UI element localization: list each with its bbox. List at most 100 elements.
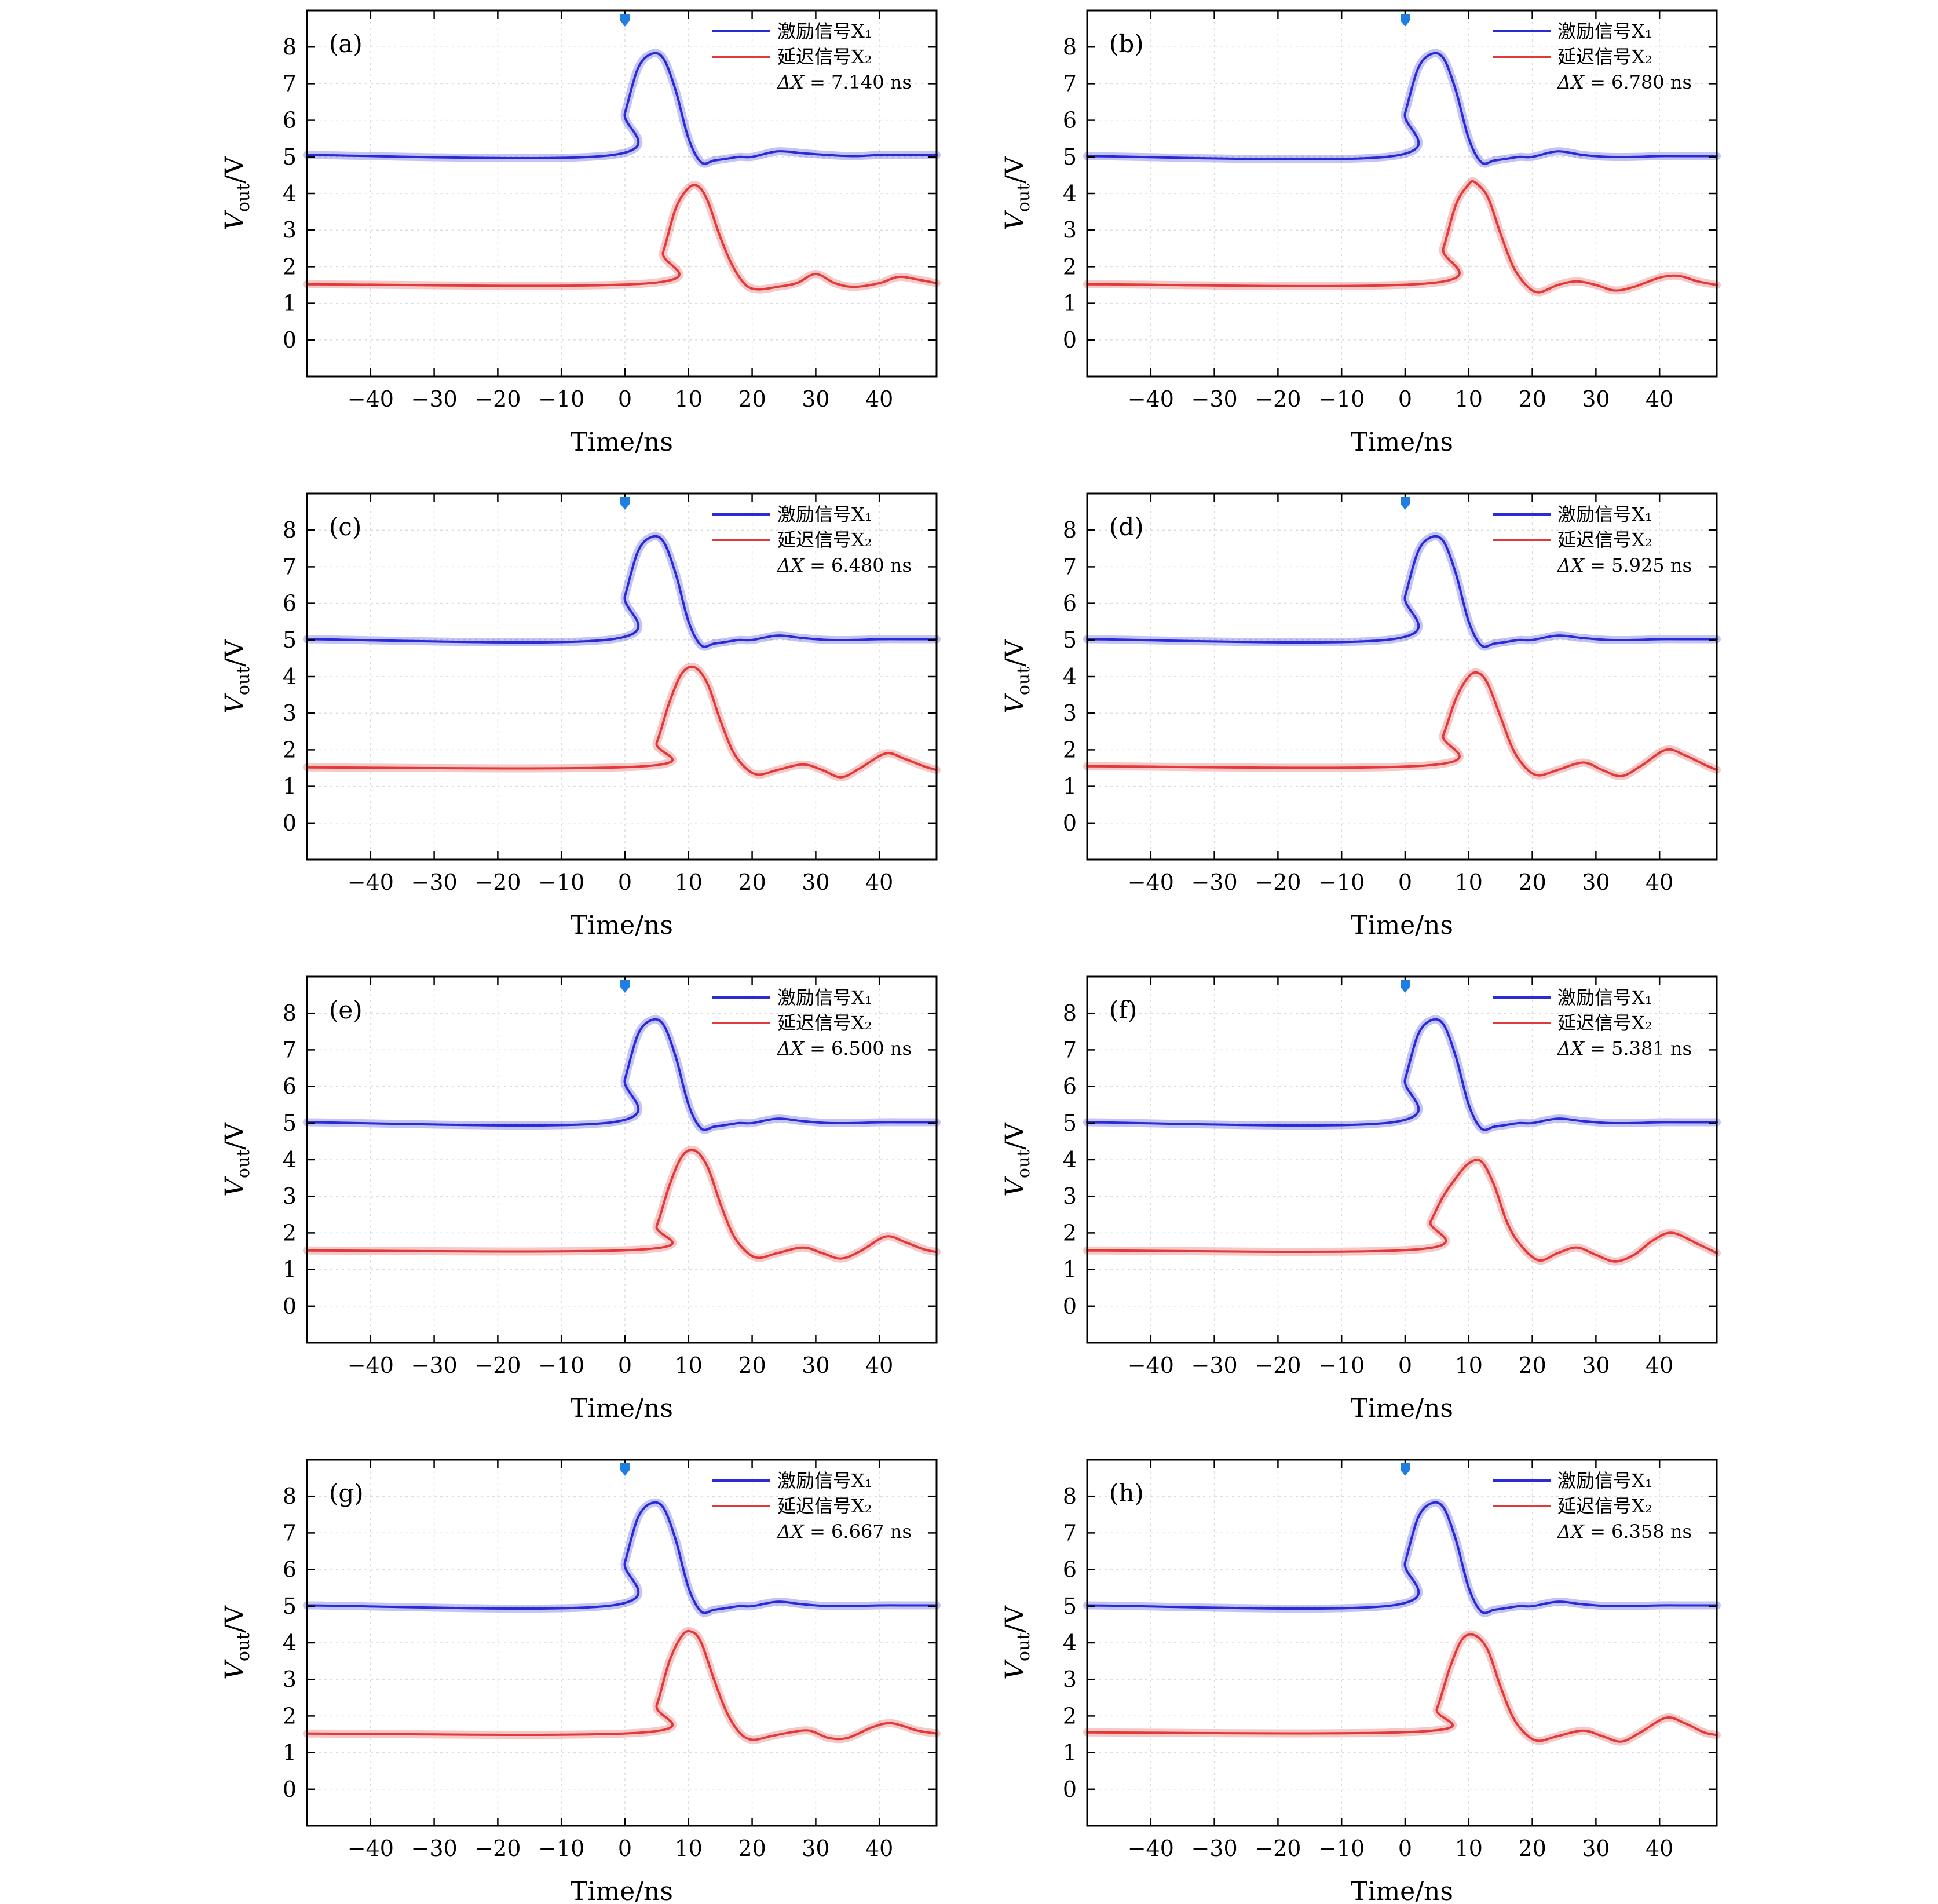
y-tick-label: 2 — [283, 1220, 297, 1245]
x-tick-label: 10 — [675, 1353, 703, 1378]
series-line-2 — [1086, 1159, 1718, 1263]
y-tick-label: 7 — [283, 1520, 297, 1545]
delta-x-value: 7.140 — [831, 71, 890, 93]
x-tick-label: −10 — [1318, 386, 1365, 412]
x-tick-label: 0 — [618, 869, 632, 895]
y-tick-label: 6 — [1063, 591, 1077, 616]
trigger-marker-icon — [620, 980, 630, 993]
delta-x-label: ΔX = — [1556, 554, 1611, 576]
y-tick-label: 0 — [1063, 810, 1077, 836]
legend-entry-2: 延迟信号X₂ — [777, 1012, 872, 1034]
series-line-2 — [1086, 1633, 1718, 1743]
trigger-marker-icon — [1400, 1463, 1410, 1476]
y-tick-label: 8 — [1063, 1000, 1077, 1026]
series-halo-2 — [1083, 1156, 1721, 1266]
y-tick-label: 7 — [1063, 1037, 1077, 1062]
x-axis-label: Time/ns — [571, 1394, 673, 1423]
trigger-marker-icon — [1400, 497, 1410, 510]
y-tick-label: 1 — [1063, 291, 1077, 316]
trigger-marker-icon — [620, 497, 630, 510]
chart-panel-1: −40 −30 −20 −10 0 10 20 30 40 0 1 2 3 4 5 6 7 8 Time/ns Vou… — [220, 9, 941, 457]
delta-x-unit: ns — [1670, 1521, 1692, 1543]
y-tick-label: 4 — [1063, 181, 1077, 206]
y-axis-label: Vout/V — [220, 1605, 254, 1680]
x-tick-label: −10 — [538, 1353, 584, 1378]
panel-label: (h) — [1109, 1479, 1144, 1507]
x-tick-label: 0 — [618, 1353, 632, 1378]
series-line-1 — [306, 1018, 938, 1131]
y-tick-label: 6 — [1063, 108, 1077, 133]
y-tick-label: 8 — [283, 1000, 297, 1026]
series-halo-2 — [1083, 177, 1721, 297]
trigger-marker-icon — [620, 1463, 630, 1476]
x-axis-label: Time/ns — [1351, 1877, 1453, 1904]
x-axis-label: Time/ns — [1351, 1394, 1453, 1423]
y-tick-label: 3 — [1063, 1183, 1077, 1209]
chart-panel-5: −40 −30 −20 −10 0 10 20 30 40 0 1 2 3 4 5 6 7 8 Time/ns Vou… — [220, 975, 941, 1423]
y-tick-label: 8 — [1063, 34, 1077, 60]
x-tick-label: 30 — [1582, 869, 1610, 895]
y-tick-label: 5 — [283, 627, 297, 653]
y-tick-label: 1 — [1063, 1257, 1077, 1282]
y-tick-label: 1 — [283, 774, 297, 799]
y-axis-label-main: V — [220, 693, 250, 714]
x-tick-label: 0 — [618, 1836, 632, 1861]
y-tick-label: 0 — [1063, 327, 1077, 353]
y-axis-label-sub: out — [1014, 184, 1034, 212]
y-tick-label: 4 — [1063, 1630, 1077, 1656]
y-tick-label: 6 — [283, 591, 297, 616]
y-axis-label-unit: /V — [220, 639, 250, 667]
y-axis-label-sub: out — [233, 184, 254, 212]
x-tick-label: 10 — [1455, 1353, 1483, 1378]
series-halo-1 — [303, 532, 941, 651]
y-tick-label: 1 — [283, 1740, 297, 1766]
y-tick-label: 3 — [1063, 217, 1077, 243]
delta-x-annotation: ΔX = 6.480 ns — [776, 554, 912, 576]
series-halo-1 — [303, 1498, 941, 1617]
series-line-2 — [1086, 671, 1718, 777]
legend-entry-2: 延迟信号X₂ — [777, 46, 872, 68]
x-tick-label: −10 — [538, 386, 584, 412]
delta-x-annotation: ΔX = 7.140 ns — [776, 71, 912, 93]
panel-label: (b) — [1109, 30, 1144, 58]
legend-entry-2: 延迟信号X₂ — [777, 529, 872, 551]
x-tick-label: 0 — [1398, 1836, 1412, 1861]
x-tick-label: 10 — [675, 386, 703, 412]
series-line-1 — [1086, 1018, 1718, 1131]
chart-panel-6: −40 −30 −20 −10 0 10 20 30 40 0 1 2 3 4 5 6 7 8 Time/ns Vou… — [1000, 975, 1721, 1423]
x-tick-label: −30 — [411, 1836, 457, 1861]
x-tick-label: 10 — [675, 1836, 703, 1861]
y-tick-label: 7 — [1063, 71, 1077, 96]
y-axis-label-unit: /V — [220, 1122, 250, 1150]
y-tick-label: 2 — [283, 1703, 297, 1728]
y-axis-label-sub: out — [233, 1150, 254, 1178]
y-tick-label: 0 — [283, 1293, 297, 1319]
x-tick-label: −10 — [1318, 1836, 1365, 1861]
x-axis-label: Time/ns — [571, 911, 673, 940]
y-tick-label: 5 — [1063, 627, 1077, 653]
y-tick-label: 4 — [1063, 664, 1077, 689]
x-axis-label: Time/ns — [1351, 911, 1453, 940]
series-halo-2 — [303, 662, 941, 781]
y-tick-label: 2 — [283, 254, 297, 279]
delta-x-unit: ns — [890, 554, 912, 576]
delta-x-value: 6.667 — [831, 1521, 890, 1543]
y-axis-label-main: V — [220, 210, 250, 231]
delta-x-unit: ns — [1670, 554, 1692, 576]
y-tick-label: 4 — [283, 1630, 297, 1656]
panel-label: (f) — [1109, 996, 1137, 1024]
y-axis-label-main: V — [1000, 693, 1030, 714]
y-axis-label-unit: /V — [1000, 1605, 1030, 1633]
x-tick-label: 30 — [802, 1836, 829, 1861]
delta-x-annotation: ΔX = 5.925 ns — [1556, 554, 1692, 576]
series-halo-2 — [1083, 1630, 1721, 1746]
legend-entry-2: 延迟信号X₂ — [1557, 1012, 1652, 1034]
x-tick-label: −30 — [411, 386, 457, 412]
x-axis-label: Time/ns — [571, 427, 673, 457]
delta-x-label: ΔX = — [1556, 1521, 1611, 1543]
y-axis-label: Vout/V — [220, 639, 254, 714]
x-tick-label: 20 — [738, 386, 766, 412]
series-line-2 — [306, 184, 938, 291]
x-tick-label: −30 — [1191, 386, 1237, 412]
legend-entry-1: 激励信号X₁ — [1557, 503, 1652, 525]
